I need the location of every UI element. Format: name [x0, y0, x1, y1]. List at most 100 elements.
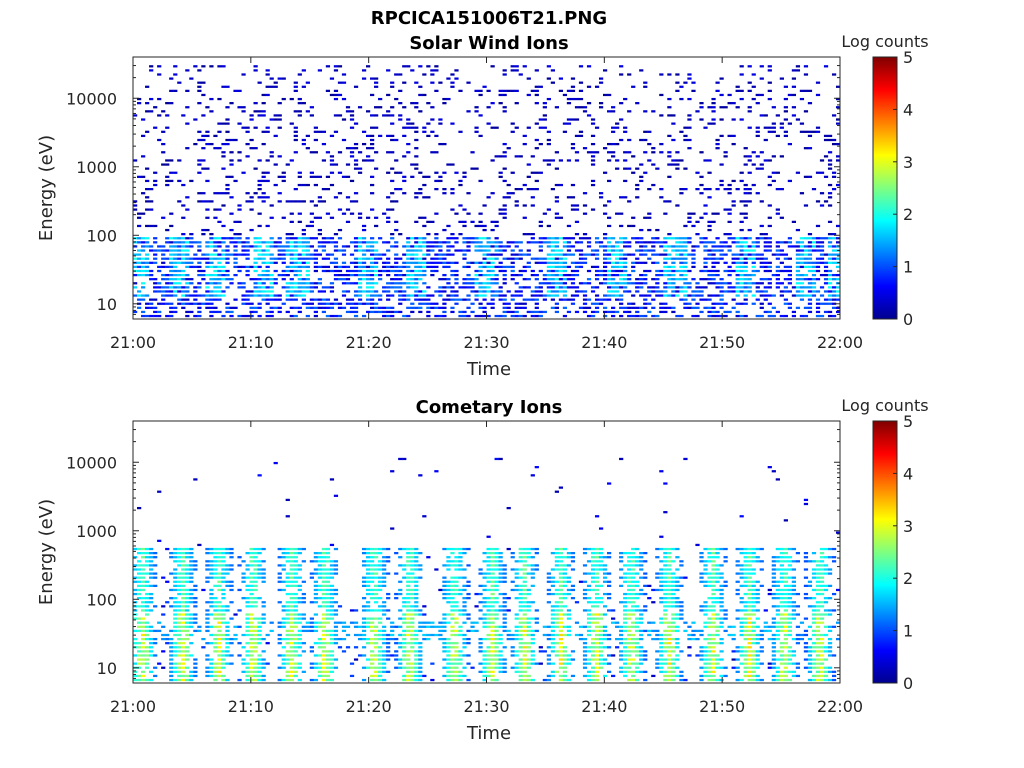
- heatmap-cell: [490, 65, 495, 68]
- heatmap-cell: [807, 310, 813, 314]
- heatmap-cell: [683, 306, 688, 309]
- heatmap-cell: [309, 114, 314, 117]
- heatmap-cell: [570, 282, 576, 285]
- heatmap-cell: [779, 188, 784, 191]
- heatmap-cell: [759, 200, 764, 203]
- heatmap-cell: [422, 257, 427, 260]
- heatmap-cell: [615, 294, 620, 297]
- heatmap-cell: [325, 678, 331, 682]
- heatmap-cell: [349, 621, 355, 624]
- heatmap-cell: [213, 617, 218, 620]
- heatmap-cell: [293, 273, 298, 277]
- heatmap-cell: [233, 273, 238, 277]
- heatmap-cell: [177, 625, 182, 628]
- heatmap-cell: [293, 188, 298, 191]
- heatmap-cell: [478, 212, 483, 215]
- heatmap-cell: [329, 576, 335, 579]
- heatmap-cell: [811, 286, 817, 289]
- heatmap-cell: [659, 196, 664, 199]
- heatmap-cell: [831, 114, 837, 117]
- heatmap-cell: [321, 568, 327, 571]
- heatmap-cell: [747, 282, 752, 285]
- heatmap-cell: [827, 273, 833, 277]
- heatmap-cell: [241, 171, 246, 174]
- heatmap-cell: [675, 167, 680, 170]
- heatmap-cell: [707, 253, 712, 256]
- heatmap-cell: [382, 642, 387, 645]
- heatmap-cell: [570, 89, 576, 92]
- heatmap-cell: [313, 621, 318, 624]
- heatmap-cell: [442, 102, 447, 105]
- heatmap-cell: [249, 601, 254, 604]
- heatmap-cell: [615, 253, 620, 256]
- heatmap-cell: [293, 138, 298, 142]
- heatmap-cell: [213, 147, 218, 150]
- heatmap-cell: [711, 306, 716, 309]
- heatmap-cell: [209, 97, 214, 101]
- heatmap-cell: [289, 282, 294, 285]
- heatmap-cell: [329, 584, 335, 587]
- heatmap-cell: [462, 298, 467, 301]
- heatmap-cell: [382, 241, 387, 244]
- heatmap-cell: [390, 278, 395, 281]
- heatmap-cell: [659, 290, 664, 293]
- heatmap-cell: [514, 282, 519, 285]
- heatmap-cell: [201, 637, 206, 641]
- heatmap-cell: [337, 269, 343, 273]
- heatmap-cell: [209, 670, 214, 673]
- heatmap-cell: [398, 269, 403, 273]
- heatmap-cell: [333, 298, 339, 301]
- heatmap-cell: [502, 273, 507, 277]
- heatmap-cell: [631, 237, 636, 240]
- heatmap-cell: [225, 633, 230, 637]
- heatmap-cell: [153, 282, 158, 285]
- heatmap-cell: [619, 273, 624, 277]
- heatmap-cell: [333, 560, 339, 563]
- heatmap-cell: [325, 237, 331, 240]
- heatmap-cell: [301, 629, 306, 633]
- heatmap-cell: [213, 282, 218, 285]
- heatmap-cell: [382, 564, 387, 567]
- heatmap-cell: [490, 261, 495, 264]
- heatmap-cell: [558, 282, 564, 285]
- heatmap-cell: [683, 224, 688, 228]
- heatmap-cell: [430, 69, 435, 72]
- heatmap-cell: [370, 192, 375, 195]
- heatmap-cell: [382, 637, 387, 641]
- heatmap-cell: [133, 310, 138, 314]
- heatmap-cell: [137, 249, 142, 252]
- heatmap-cell: [321, 286, 327, 289]
- heatmap-cell: [434, 233, 439, 236]
- heatmap-cell: [253, 269, 258, 273]
- heatmap-cell: [691, 89, 696, 92]
- heatmap-cell: [466, 245, 471, 248]
- heatmap-cell: [434, 245, 439, 248]
- heatmap-cell: [257, 633, 262, 637]
- heatmap-cell: [141, 621, 146, 624]
- heatmap-cell: [386, 556, 391, 559]
- heatmap-cell: [257, 179, 262, 183]
- heatmap-cell: [586, 114, 592, 117]
- heatmap-cell: [233, 298, 238, 301]
- heatmap-cell: [715, 147, 720, 150]
- heatmap-cell: [269, 310, 274, 314]
- heatmap-cell: [747, 278, 752, 281]
- heatmap-cell: [265, 196, 270, 199]
- heatmap-cell: [370, 568, 375, 571]
- heatmap-cell: [430, 302, 435, 305]
- heatmap-cell: [743, 257, 748, 260]
- heatmap-cell: [221, 650, 226, 653]
- heatmap-cell: [301, 69, 306, 72]
- heatmap-cell: [149, 556, 154, 559]
- heatmap-cell: [779, 155, 784, 158]
- heatmap-cell: [755, 134, 760, 138]
- heatmap-cell: [309, 106, 314, 109]
- heatmap-cell: [285, 601, 290, 604]
- heatmap-cell: [245, 249, 250, 252]
- heatmap-cell: [414, 564, 419, 567]
- heatmap-cell: [169, 257, 174, 260]
- heatmap-cell: [406, 278, 411, 281]
- heatmap-cell: [438, 306, 443, 309]
- heatmap-cell: [410, 102, 415, 105]
- heatmap-cell: [297, 629, 302, 633]
